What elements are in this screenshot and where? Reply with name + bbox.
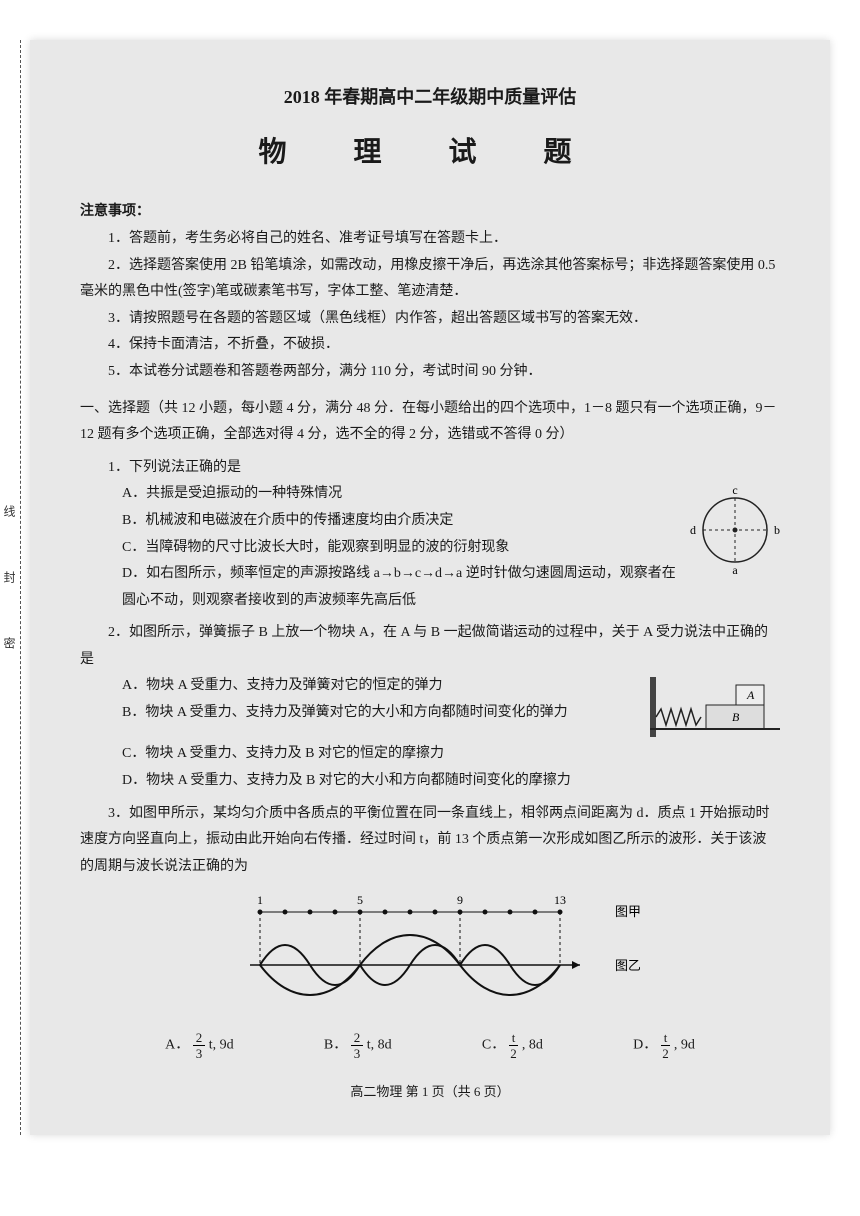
svg-text:B: B xyxy=(732,710,740,724)
q2-stem: 2．如图所示，弹簧振子 B 上放一个物块 A，在 A 与 B 一起做简谐运动的过… xyxy=(80,620,780,673)
q2-spring-figure: A B xyxy=(650,677,780,737)
q1-circle-figure: c b a d xyxy=(690,485,780,575)
q1-opt-a: A．共振是受迫振动的一种特殊情况 xyxy=(80,481,780,508)
svg-text:9: 9 xyxy=(457,893,463,907)
svg-text:c: c xyxy=(732,485,737,497)
binding-margin: 线 封 密 xyxy=(0,40,21,1135)
page-footer: 高二物理 第 1 页（共 6 页） xyxy=(80,1080,780,1105)
q1-opt-d: D．如右图所示，频率恒定的声源按路线 a→b→c→d→a 逆时针做匀速圆周运动，… xyxy=(80,561,780,614)
svg-text:图乙: 图乙 xyxy=(615,958,640,973)
notice-item-2: 2．选择题答案使用 2B 铅笔填涂，如需改动，用橡皮擦干净后，再选涂其他答案标号… xyxy=(80,253,780,306)
q3-opt-b: B． 23 t, 8d xyxy=(324,1031,392,1060)
q3-opt-a: A． 23 t, 9d xyxy=(165,1031,234,1060)
notice-item-5: 5．本试卷分试题卷和答题卷两部分，满分 110 分，考试时间 90 分钟． xyxy=(80,359,780,386)
q1-opt-b: B．机械波和电磁波在介质中的传播速度均由介质决定 xyxy=(80,508,780,535)
exam-header-line1: 2018 年春期高中二年级期中质量评估 xyxy=(80,80,780,114)
question-3: 3．如图甲所示，某均匀介质中各质点的平衡位置在同一条直线上，相邻两点间距离为 d… xyxy=(80,801,780,1060)
notice-item-4: 4．保持卡面清洁，不折叠，不破损． xyxy=(80,332,780,359)
q1-stem: 1．下列说法正确的是 xyxy=(80,455,780,482)
question-1: 1．下列说法正确的是 c b a d A．共振是受迫振动的一种特殊情况 B．机械… xyxy=(80,455,780,615)
svg-text:5: 5 xyxy=(357,893,363,907)
svg-text:A: A xyxy=(746,688,755,702)
q2-opt-c: C．物块 A 受重力、支持力及 B 对它的恒定的摩擦力 xyxy=(80,741,780,768)
exam-page: 线 封 密 2018 年春期高中二年级期中质量评估 物 理 试 题 注意事项： … xyxy=(30,40,830,1135)
q3-opt-c: C． t2 , 8d xyxy=(482,1031,543,1060)
q3-options: A． 23 t, 9d B． 23 t, 8d C． t2 , 8d D． t2… xyxy=(120,1031,740,1060)
svg-text:a: a xyxy=(732,563,738,575)
notice-item-3: 3．请按照题号在各题的答题区域（黑色线框）内作答，超出答题区域书写的答案无效． xyxy=(80,306,780,333)
svg-text:13: 13 xyxy=(554,893,566,907)
svg-text:1: 1 xyxy=(257,893,263,907)
notice-item-1: 1．答题前，考生务必将自己的姓名、准考证号填写在答题卡上． xyxy=(80,226,780,253)
svg-text:d: d xyxy=(690,523,696,537)
notice-label: 注意事项： xyxy=(80,199,780,226)
question-2: 2．如图所示，弹簧振子 B 上放一个物块 A，在 A 与 B 一起做简谐运动的过… xyxy=(80,620,780,794)
svg-text:b: b xyxy=(774,523,780,537)
q1-opt-c: C．当障碍物的尺寸比波长大时，能观察到明显的波的衍射现象 xyxy=(80,535,780,562)
q3-wave-figure: 1 5 9 13 图甲 图乙 xyxy=(80,890,780,1021)
q2-opt-d: D．物块 A 受重力、支持力及 B 对它的大小和方向都随时间变化的摩擦力 xyxy=(80,768,780,795)
section1-title: 一、选择题（共 12 小题，每小题 4 分，满分 48 分．在每小题给出的四个选… xyxy=(80,396,780,449)
q3-opt-d: D． t2 , 9d xyxy=(633,1031,695,1060)
exam-header-line2: 物 理 试 题 xyxy=(80,126,780,179)
q3-stem: 3．如图甲所示，某均匀介质中各质点的平衡位置在同一条直线上，相邻两点间距离为 d… xyxy=(80,801,780,881)
svg-text:图甲: 图甲 xyxy=(615,904,640,919)
